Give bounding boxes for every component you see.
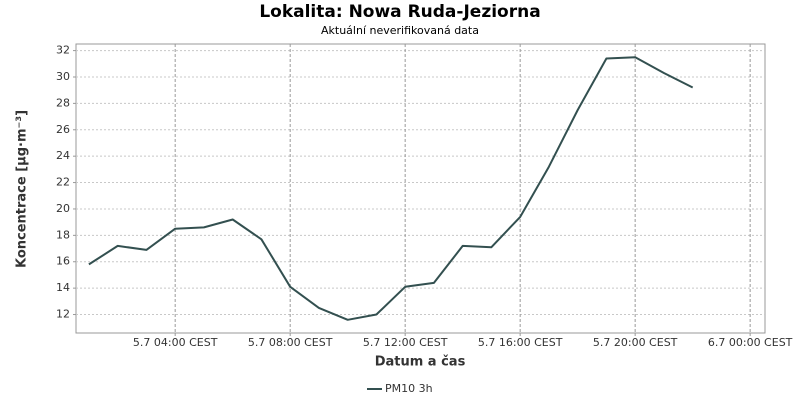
- y-tick-label: 24: [56, 149, 70, 162]
- y-tick-label: 22: [56, 176, 70, 189]
- y-tick-label: 32: [56, 44, 70, 57]
- y-tick-label: 26: [56, 123, 70, 136]
- x-tick-label: 5.7 20:00 CEST: [593, 336, 678, 349]
- data-line: [88, 56, 694, 321]
- x-axis-label: Datum a čas: [375, 355, 466, 370]
- y-tick-label: 18: [56, 228, 70, 241]
- plot-area: [75, 43, 766, 334]
- chart-title: Lokalita: Nowa Ruda-Jeziorna: [259, 2, 540, 22]
- x-tick-label: 6.7 00:00 CEST: [708, 336, 793, 349]
- x-tick-label: 5.7 16:00 CEST: [478, 336, 563, 349]
- legend-label: PM10 3h: [385, 382, 433, 395]
- y-tick-label: 14: [56, 281, 70, 294]
- y-axis-label: Koncentrace [µg·m⁻³]: [15, 110, 30, 268]
- y-tick-label: 20: [56, 202, 70, 215]
- y-tick-label: 30: [56, 70, 70, 83]
- x-tick-label: 5.7 12:00 CEST: [363, 336, 448, 349]
- y-tick-label: 12: [56, 308, 70, 321]
- y-tick-label: 16: [56, 255, 70, 268]
- chart-subtitle: Aktuální neverifikovaná data: [321, 24, 479, 37]
- x-tick-label: 5.7 04:00 CEST: [133, 336, 218, 349]
- y-tick-label: 28: [56, 96, 70, 109]
- x-tick-label: 5.7 08:00 CEST: [248, 336, 333, 349]
